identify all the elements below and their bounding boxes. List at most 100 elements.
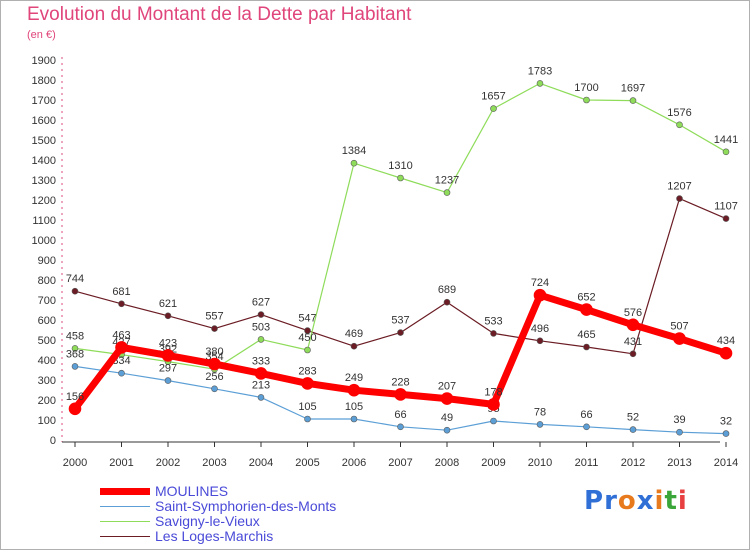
y-tick-label: 300 bbox=[38, 375, 56, 387]
data-label-savigny-le-vieux: 1441 bbox=[714, 134, 738, 146]
data-point-les-loges-marchis bbox=[304, 327, 311, 334]
y-tick-label: 400 bbox=[38, 355, 56, 367]
data-point-saint-symphorien-des-monts bbox=[71, 363, 79, 370]
x-tick-label: 2012 bbox=[621, 457, 645, 469]
y-tick-label: 0 bbox=[50, 435, 56, 447]
data-point-savigny-le-vieux bbox=[490, 105, 497, 112]
legend-label: Saint-Symphorien-des-Monts bbox=[155, 498, 337, 514]
data-label-saint-symphorien-des-monts: 49 bbox=[441, 412, 453, 424]
data-point-moulines bbox=[440, 392, 454, 405]
data-label-savigny-le-vieux: 1310 bbox=[388, 160, 412, 172]
data-label-saint-symphorien-des-monts: 105 bbox=[298, 401, 316, 413]
data-label-moulines: 652 bbox=[577, 292, 595, 304]
data-point-moulines bbox=[626, 318, 640, 332]
data-label-savigny-le-vieux: 1384 bbox=[342, 145, 366, 157]
data-point-les-loges-marchis bbox=[490, 330, 497, 337]
data-point-les-loges-marchis bbox=[536, 337, 544, 345]
data-label-les-loges-marchis: 557 bbox=[205, 311, 223, 323]
y-tick-label: 500 bbox=[38, 335, 56, 347]
x-tick-label: 2010 bbox=[528, 457, 552, 469]
x-tick-label: 2011 bbox=[575, 457, 599, 469]
data-point-moulines bbox=[254, 367, 268, 380]
data-label-saint-symphorien-des-monts: 66 bbox=[394, 409, 406, 421]
data-label-savigny-le-vieux: 1657 bbox=[481, 91, 505, 103]
data-label-savigny-le-vieux: 1576 bbox=[667, 107, 691, 119]
data-point-saint-symphorien-des-monts bbox=[350, 415, 358, 423]
x-tick-label: 2007 bbox=[388, 457, 412, 469]
data-label-savigny-le-vieux: 1700 bbox=[574, 82, 598, 94]
data-label-savigny-le-vieux: 1697 bbox=[621, 83, 645, 95]
data-label-saint-symphorien-des-monts: 39 bbox=[673, 414, 685, 426]
data-label-moulines: 463 bbox=[112, 329, 130, 341]
y-tick-label: 100 bbox=[38, 415, 56, 427]
data-point-saint-symphorien-des-monts bbox=[629, 426, 637, 433]
data-label-les-loges-marchis: 1107 bbox=[714, 201, 738, 213]
data-point-les-loges-marchis bbox=[443, 298, 451, 306]
data-label-savigny-le-vieux: 1237 bbox=[435, 175, 459, 187]
legend-swatch bbox=[100, 521, 150, 522]
data-label-saint-symphorien-des-monts: 256 bbox=[205, 371, 223, 383]
data-point-moulines bbox=[487, 398, 500, 411]
legend-label: Les Loges-Marchis bbox=[155, 528, 274, 544]
y-tick-label: 1100 bbox=[32, 215, 56, 227]
y-tick-label: 200 bbox=[38, 395, 56, 407]
x-tick-label: 2005 bbox=[295, 457, 319, 469]
data-label-savigny-le-vieux: 458 bbox=[66, 330, 84, 342]
data-point-les-loges-marchis bbox=[397, 329, 404, 336]
data-label-moulines: 249 bbox=[345, 372, 363, 384]
data-point-savigny-le-vieux bbox=[350, 159, 358, 167]
data-point-moulines bbox=[580, 303, 593, 316]
data-label-les-loges-marchis: 469 bbox=[345, 328, 363, 340]
data-point-moulines bbox=[68, 402, 82, 416]
x-tick-label: 2004 bbox=[249, 457, 273, 469]
data-label-les-loges-marchis: 681 bbox=[112, 286, 130, 298]
legend-swatch bbox=[100, 506, 150, 507]
data-label-les-loges-marchis: 621 bbox=[159, 298, 177, 310]
data-label-savigny-le-vieux: 503 bbox=[252, 321, 270, 333]
data-point-saint-symphorien-des-monts bbox=[164, 377, 172, 384]
x-tick-label: 2001 bbox=[109, 457, 133, 469]
data-point-les-loges-marchis bbox=[71, 287, 79, 295]
data-label-les-loges-marchis: 533 bbox=[484, 315, 502, 327]
y-tick-label: 1400 bbox=[32, 155, 56, 167]
data-point-saint-symphorien-des-monts bbox=[118, 369, 125, 377]
x-tick-label: 2002 bbox=[156, 457, 180, 469]
data-point-saint-symphorien-des-monts bbox=[722, 430, 730, 437]
data-label-moulines: 423 bbox=[159, 337, 177, 349]
data-point-moulines bbox=[394, 388, 407, 401]
data-point-savigny-le-vieux bbox=[629, 97, 637, 104]
data-point-les-loges-marchis bbox=[211, 325, 218, 332]
y-tick-label: 1900 bbox=[32, 55, 56, 67]
data-label-savigny-le-vieux: 1783 bbox=[528, 65, 552, 77]
y-tick-label: 1700 bbox=[32, 95, 56, 107]
data-point-les-loges-marchis bbox=[722, 215, 730, 222]
y-tick-label: 1800 bbox=[32, 75, 56, 87]
chart-title: Evolution du Montant de la Dette par Hab… bbox=[27, 4, 412, 25]
data-point-savigny-le-vieux bbox=[397, 174, 404, 182]
y-tick-label: 1000 bbox=[32, 235, 56, 247]
data-point-moulines bbox=[719, 346, 733, 360]
data-point-saint-symphorien-des-monts bbox=[257, 394, 265, 401]
data-point-saint-symphorien-des-monts bbox=[397, 423, 404, 431]
data-point-saint-symphorien-des-monts bbox=[676, 428, 683, 436]
y-tick-label: 1300 bbox=[32, 175, 56, 187]
data-point-les-loges-marchis bbox=[676, 195, 683, 202]
data-label-les-loges-marchis: 744 bbox=[66, 273, 84, 285]
y-tick-label: 1600 bbox=[32, 115, 56, 127]
y-tick-label: 700 bbox=[38, 295, 56, 307]
x-tick-label: 2003 bbox=[202, 457, 226, 469]
data-point-saint-symphorien-des-monts bbox=[490, 417, 497, 425]
data-label-les-loges-marchis: 465 bbox=[577, 329, 595, 341]
data-label-moulines: 156 bbox=[66, 391, 84, 403]
y-tick-label: 600 bbox=[38, 315, 56, 327]
data-label-saint-symphorien-des-monts: 105 bbox=[345, 401, 363, 413]
data-label-les-loges-marchis: 547 bbox=[298, 313, 316, 325]
data-label-saint-symphorien-des-monts: 32 bbox=[720, 416, 732, 428]
legend-label: Savigny-le-Vieux bbox=[155, 513, 260, 529]
data-point-savigny-le-vieux bbox=[583, 96, 590, 104]
data-point-moulines bbox=[673, 332, 686, 345]
x-tick-label: 2014 bbox=[714, 457, 738, 469]
data-label-saint-symphorien-des-monts: 368 bbox=[66, 348, 84, 360]
y-tick-label: 1500 bbox=[32, 135, 56, 147]
data-point-moulines bbox=[161, 349, 175, 362]
